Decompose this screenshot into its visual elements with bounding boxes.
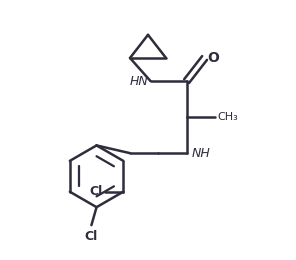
Text: Cl: Cl xyxy=(85,230,98,243)
Text: HN: HN xyxy=(129,75,148,88)
Text: CH₃: CH₃ xyxy=(218,112,238,122)
Text: Cl: Cl xyxy=(89,185,103,198)
Text: O: O xyxy=(207,51,219,65)
Text: NH: NH xyxy=(192,147,210,160)
